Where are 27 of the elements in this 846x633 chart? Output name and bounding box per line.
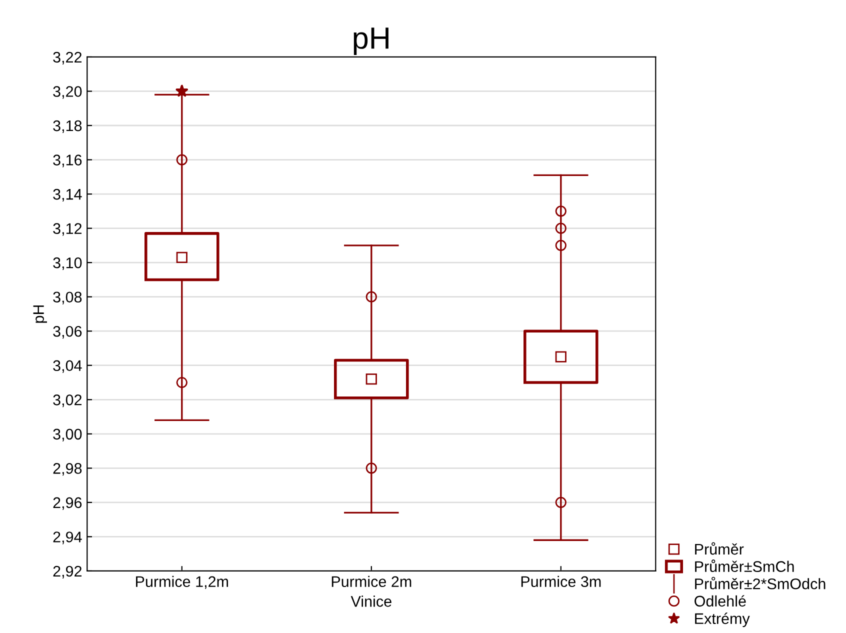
text: Průměr [695, 542, 744, 555]
legend-label: Extrémy [695, 612, 750, 628]
y-axis-title: pH [33, 305, 47, 323]
y-tick-label: 3,22 [53, 52, 82, 64]
y-tick-label: 3,00 [53, 428, 82, 442]
text: Průměr±2*SmOdch [695, 576, 826, 590]
y-tick-label: 2,96 [53, 497, 82, 510]
y-tick-label: 2,94 [53, 532, 82, 544]
y-tick-label: 3,06 [53, 326, 82, 339]
x-tick-label: Purmice 1,2m [136, 576, 228, 589]
chart-title: pH [354, 28, 388, 55]
x-axis-title: Vinice [350, 596, 392, 607]
y-tick-label: 3,12 [53, 223, 82, 236]
x-tick-label: Purmice 3m [521, 576, 601, 588]
y-tick-label: 2,92 [53, 566, 82, 578]
y-tick-label: 3,08 [53, 292, 82, 304]
y-tick-label: 3,02 [53, 394, 82, 408]
y-tick-label: 3,10 [53, 257, 82, 270]
y-tick-label: 2,98 [53, 463, 82, 476]
x-tick-label: Purmice 2m [332, 576, 412, 588]
y-tick-label: 3,18 [53, 120, 82, 133]
text: Průměr±SmCh [695, 560, 794, 572]
y-tick-label: 3,04 [53, 360, 82, 373]
y-tick-label: 3,14 [53, 188, 82, 202]
text: Odlehlé [694, 595, 746, 607]
y-tick-label: 3,16 [53, 154, 82, 168]
y-tick-label: 3,20 [53, 86, 82, 99]
